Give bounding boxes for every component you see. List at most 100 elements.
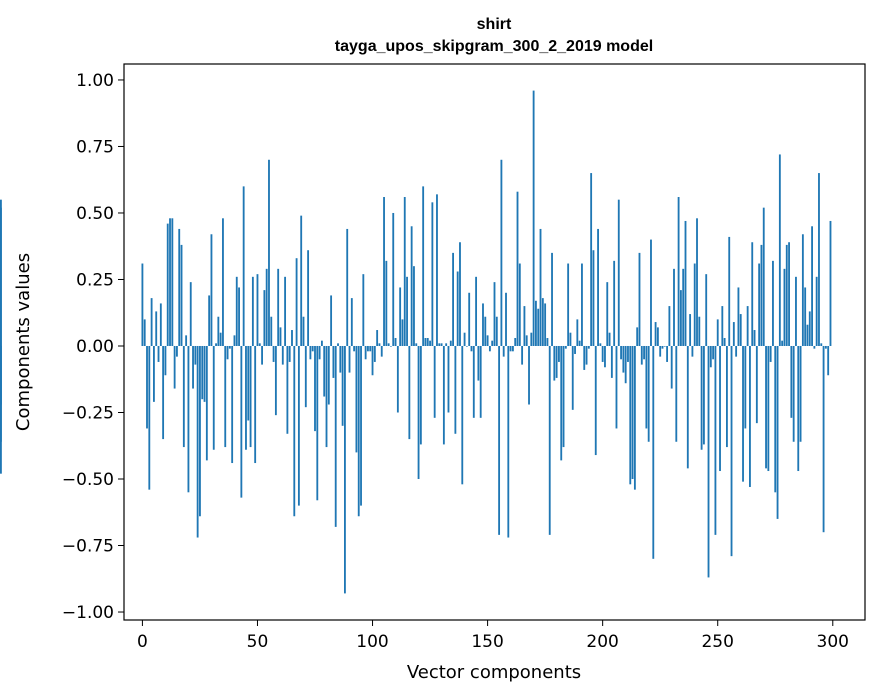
bar-147 — [479, 345, 482, 418]
bar-198 — [597, 228, 599, 346]
bar-196 — [592, 250, 595, 346]
bar-225 — [659, 345, 662, 357]
bar-222 — [652, 345, 655, 559]
bar-156 — [500, 159, 503, 346]
bar-80 — [325, 345, 328, 448]
bar-236 — [684, 220, 687, 346]
bar-233 — [677, 197, 680, 346]
bar-257 — [732, 322, 735, 346]
bar-72 — [307, 250, 310, 346]
bar-185 — [567, 263, 570, 346]
bar-171 — [535, 300, 537, 346]
bar-4 — [150, 298, 153, 346]
bar-268 — [758, 263, 761, 346]
bar-31 — [212, 345, 215, 450]
x-tick-label: 200 — [586, 632, 618, 652]
bar-142 — [468, 292, 471, 346]
bar-277 — [778, 154, 781, 346]
bar-106 — [385, 260, 388, 346]
bar-88 — [344, 345, 346, 594]
bar-293 — [815, 276, 818, 346]
bar-204 — [610, 345, 613, 378]
bar-287 — [801, 234, 804, 346]
bar-124 — [426, 338, 429, 346]
y-axis-label: Components values — [13, 253, 34, 431]
bar-90 — [348, 345, 351, 373]
bar-170 — [532, 90, 535, 346]
bar-258 — [735, 345, 738, 357]
bar-119 — [415, 343, 418, 346]
bar-141 — [465, 345, 468, 347]
bar-155 — [498, 345, 501, 535]
bar-14 — [173, 345, 176, 389]
y-axis-ticks: 1.00 0.75 0.50 0.25 0.00 −0.25 −0.50 −0.75 −1.00 — [62, 71, 124, 623]
bar-259 — [737, 287, 740, 346]
bar-110 — [394, 338, 397, 346]
bar-84 — [334, 345, 337, 527]
bar-135 — [452, 252, 454, 346]
bar-139 — [461, 345, 464, 485]
bar-132 — [445, 343, 448, 346]
bar-65 — [291, 330, 293, 346]
bar-99 — [369, 345, 372, 352]
bar-58 — [274, 345, 277, 416]
bar-299 — [829, 220, 832, 346]
x-tick-label: 150 — [471, 632, 503, 652]
bar-229 — [668, 306, 671, 346]
bar-109 — [392, 212, 395, 346]
bar-102 — [376, 330, 379, 346]
bar-146 — [477, 345, 480, 381]
bar-5 — [153, 345, 155, 402]
bar-120 — [417, 345, 420, 479]
bar-123 — [424, 338, 427, 346]
bar-38 — [228, 345, 231, 349]
bar-248 — [712, 345, 715, 360]
bar-131 — [442, 345, 445, 445]
bar-174 — [541, 298, 544, 346]
bar-143 — [470, 345, 473, 352]
bar-243 — [700, 345, 703, 450]
bar-172 — [537, 308, 540, 346]
bar-48 — [251, 276, 254, 346]
bar-289 — [806, 324, 809, 346]
bar-107 — [387, 343, 390, 346]
bar-231 — [673, 268, 675, 346]
bar-134 — [449, 340, 452, 346]
bar-20 — [187, 345, 190, 493]
bar-50 — [256, 274, 259, 346]
bar-27 — [203, 345, 206, 402]
bar-298 — [827, 345, 830, 376]
chart-title: shirt — [477, 16, 512, 33]
bar-21 — [189, 282, 192, 346]
bar-192 — [583, 345, 586, 370]
bar-255 — [728, 236, 731, 346]
bar-71 — [304, 345, 307, 408]
bar-98 — [367, 345, 369, 352]
bar-53 — [263, 290, 266, 346]
bar-23 — [194, 345, 197, 365]
bar-122 — [422, 186, 425, 346]
bar-18 — [182, 345, 185, 448]
y-tick-label: 0.25 — [76, 270, 114, 290]
bar-117 — [410, 226, 413, 346]
bar-17 — [180, 244, 183, 346]
bar-2 — [146, 345, 148, 429]
bar-245 — [705, 274, 708, 346]
bar-108 — [390, 345, 392, 347]
bar-60 — [279, 327, 282, 346]
bar-232 — [675, 345, 678, 442]
bar-183 — [562, 345, 565, 448]
bar-202 — [606, 282, 609, 346]
bar-272 — [767, 345, 770, 472]
bar-246 — [707, 345, 710, 578]
bar-112 — [399, 287, 402, 346]
bar-297 — [824, 345, 827, 349]
bar-81 — [327, 345, 330, 405]
bar-37 — [226, 345, 229, 360]
bar-24 — [196, 345, 199, 538]
bar-217 — [640, 345, 643, 365]
bar-266 — [753, 330, 756, 346]
bar-57 — [272, 345, 275, 362]
bar-265 — [751, 242, 754, 346]
bar-16 — [178, 228, 181, 346]
